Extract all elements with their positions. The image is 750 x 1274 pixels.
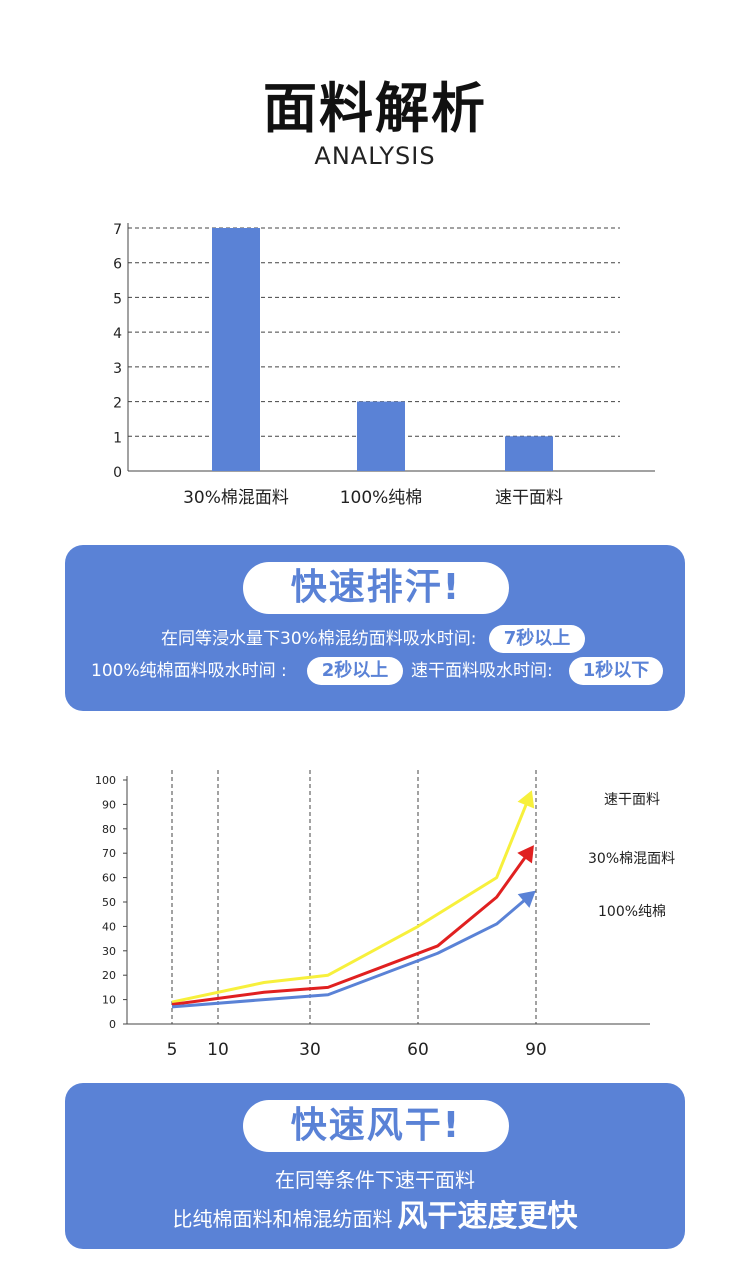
bar	[505, 436, 553, 471]
panel-text-line2: 比纯棉面料和棉混纺面料 风干速度更快	[65, 1197, 685, 1241]
y-tick-label: 6	[113, 257, 122, 273]
y-tick-label: 80	[102, 823, 116, 836]
x-tick-label: 速干面料	[495, 488, 563, 508]
x-tick-label: 90	[525, 1040, 547, 1060]
pure-cotton-time-badge: 2秒以上	[307, 657, 403, 685]
quick-sweat-panel: 快速排汗! 在同等浸水量下30%棉混纺面料吸水时间: 7秒以上 100%纯棉面料…	[65, 545, 685, 711]
series-arrowhead	[517, 845, 534, 864]
x-tick-label: 60	[407, 1040, 429, 1060]
panel-text-line2a: 比纯棉面料和棉混纺面料	[172, 1207, 393, 1231]
y-tick-label: 1	[113, 430, 122, 446]
y-tick-label: 2	[113, 396, 122, 412]
y-tick-label: 50	[102, 896, 116, 909]
series-arrowhead	[517, 790, 535, 809]
y-tick-label: 90	[102, 798, 116, 811]
x-tick-label: 100%纯棉	[340, 488, 423, 508]
cotton-blend-time-badge: 7秒以上	[489, 625, 585, 653]
panel-text-line1: 在同等条件下速干面料	[275, 1168, 475, 1192]
panel-title: 快速风干!	[243, 1100, 509, 1152]
panel-highlight-text: 风干速度更快	[397, 1199, 578, 1234]
y-tick-label: 20	[102, 969, 116, 982]
page-title: 面料解析	[263, 77, 487, 140]
y-tick-label: 40	[102, 920, 116, 933]
quick-dry-panel: 快速风干! 在同等条件下速干面料 比纯棉面料和棉混纺面料 风干速度更快	[65, 1083, 685, 1249]
panel-title: 快速排汗!	[243, 562, 509, 614]
quick-dry-time-badge: 1秒以下	[569, 657, 663, 685]
series-line	[171, 895, 530, 1009]
series-label: 速干面料	[604, 792, 660, 808]
bar-chart: 0 1 2 3 4 5 6 7 30%棉混面料 100%纯棉 速干面料	[113, 222, 655, 508]
bar	[212, 228, 260, 471]
y-tick-label: 60	[102, 872, 116, 885]
y-tick-label: 100	[95, 774, 116, 787]
series-label: 30%棉混面料	[588, 850, 675, 867]
cotton-blend-text: 在同等浸水量下30%棉混纺面料吸水时间:	[161, 629, 477, 649]
x-tick-label: 30%棉混面料	[183, 488, 289, 508]
x-tick-label: 10	[207, 1040, 229, 1060]
y-tick-label: 4	[113, 326, 122, 342]
y-tick-label: 5	[113, 291, 122, 307]
y-tick-label: 30	[102, 945, 116, 958]
quick-dry-text: 速干面料吸水时间:	[411, 661, 553, 681]
y-tick-label: 70	[102, 847, 116, 860]
series-label: 100%纯棉	[598, 903, 666, 920]
series-line	[171, 852, 530, 1006]
series-line	[171, 798, 530, 1004]
x-tick-label: 30	[299, 1040, 321, 1060]
page-subtitle: ANALYSIS	[314, 142, 436, 170]
y-tick-label: 0	[113, 465, 122, 481]
line-chart: 0 10 20 30 40 50 60 70 80 90 100 5 10 30 60 90 速干面料 30%棉混…	[95, 770, 675, 1060]
bar	[357, 401, 405, 471]
x-tick-label: 5	[167, 1040, 178, 1060]
pure-cotton-text: 100%纯棉面料吸水时间 :	[91, 661, 287, 681]
series-arrowhead	[517, 890, 536, 908]
y-tick-label: 0	[109, 1018, 116, 1031]
y-tick-label: 3	[113, 361, 122, 377]
y-tick-label: 7	[113, 222, 122, 238]
y-tick-label: 10	[102, 994, 116, 1007]
